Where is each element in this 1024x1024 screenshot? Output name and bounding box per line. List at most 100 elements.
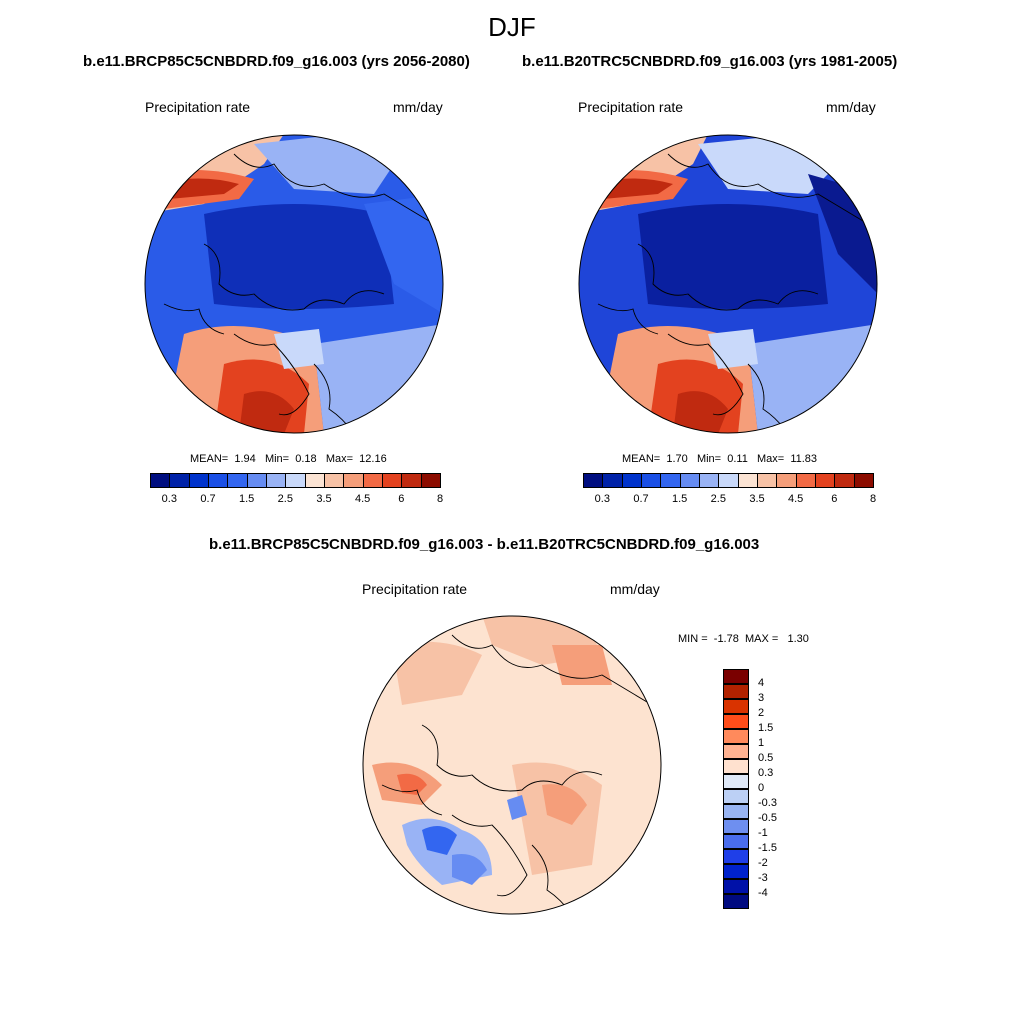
stat-max-value: 1.30 xyxy=(787,633,809,645)
colorbar-difference-cell xyxy=(723,834,749,849)
colorbar-future-cell xyxy=(266,473,287,488)
colorbar-historical-cell xyxy=(757,473,778,488)
map-difference-pacific-increase xyxy=(392,641,482,705)
map-difference-coastlines xyxy=(381,634,653,914)
map-historical-greenland-sea xyxy=(708,329,758,369)
stat-max-label: MAX = xyxy=(744,633,779,645)
map-future-siberia xyxy=(364,194,443,314)
colorbar-difference-tick-label: 0.5 xyxy=(758,752,774,764)
panel-historical-stats: MEAN= 1.70 Min= 0.11 Max= 11.83 xyxy=(622,453,817,465)
colorbar-difference-cell xyxy=(723,684,749,699)
colorbar-future-cell xyxy=(246,473,267,488)
colorbar-historical-tick-label: 2.5 xyxy=(710,493,726,505)
colorbar-historical-cell xyxy=(602,473,623,488)
stat-mean-value: 1.94 xyxy=(234,453,256,465)
map-difference-europe-peak xyxy=(542,784,587,825)
colorbar-difference-tick-label: -1 xyxy=(758,827,768,839)
colorbar-difference-cell xyxy=(723,714,749,729)
colorbar-future-cell xyxy=(343,473,364,488)
colorbar-difference-cell xyxy=(723,789,749,804)
colorbar-historical-cell xyxy=(583,473,604,488)
panel-future-stats: MEAN= 1.94 Min= 0.18 Max= 12.16 xyxy=(190,453,387,465)
stat-max-label: Max= xyxy=(325,453,354,465)
stat-min-value: 0.18 xyxy=(295,453,317,465)
colorbar-difference-tick-label: -2 xyxy=(758,857,768,869)
colorbar-future-cell xyxy=(324,473,345,488)
colorbar-historical-cell xyxy=(621,473,642,488)
colorbar-future-cell xyxy=(304,473,325,488)
colorbar-historical-cell xyxy=(737,473,758,488)
colorbar-difference-tick-label: -3 xyxy=(758,872,768,884)
stat-min-value: 0.11 xyxy=(727,453,748,465)
stat-mean-label: MEAN= xyxy=(190,453,229,465)
colorbar-difference-cell xyxy=(723,864,749,879)
colorbar-difference-cell xyxy=(723,879,749,894)
map-historical-atlantic-peak xyxy=(673,391,728,433)
stat-mean-value: 1.70 xyxy=(666,453,688,465)
colorbar-difference-cell xyxy=(723,894,749,909)
colorbar-historical-tick-label: 4.5 xyxy=(788,493,804,505)
colorbar-difference-cell xyxy=(723,849,749,864)
colorbar-difference-cell xyxy=(723,804,749,819)
panel-historical-variable: Precipitation rate xyxy=(578,99,684,115)
map-future xyxy=(144,134,444,434)
colorbar-future-cell xyxy=(382,473,403,488)
colorbar-difference-tick-label: -0.5 xyxy=(758,812,777,824)
colorbar-future-cell xyxy=(208,473,229,488)
colorbar-historical-tick-label: 1.5 xyxy=(672,493,688,505)
stat-max-value: 12.16 xyxy=(359,453,387,465)
colorbar-difference-tick-label: 1 xyxy=(758,737,765,749)
map-future-border xyxy=(144,134,444,434)
colorbar-future-tick-label: 0.7 xyxy=(200,493,216,505)
colorbar-historical-cell xyxy=(853,473,874,488)
panel-future-title: b.e11.BRCP85C5CNBDRD.f09_g16.003 (yrs 20… xyxy=(83,53,470,70)
map-future-greenland-sea xyxy=(274,329,324,369)
stat-max-label: Max= xyxy=(756,453,785,465)
colorbar-historical-tick-label: 8 xyxy=(869,493,877,505)
colorbar-future-tick-label: 0.3 xyxy=(161,493,177,505)
map-difference xyxy=(362,615,662,915)
panel-difference-variable: Precipitation rate xyxy=(362,581,468,597)
map-difference-canada-peak xyxy=(397,773,427,795)
stat-min-label: MIN = xyxy=(678,633,708,645)
colorbar-difference-tick-label: 1.5 xyxy=(758,722,774,734)
colorbar-difference-tick-label: 0 xyxy=(758,782,765,794)
colorbar-historical-tick-label: 0.3 xyxy=(594,493,610,505)
stat-min-label: Min= xyxy=(696,453,722,465)
figure-title: DJF xyxy=(488,12,536,42)
colorbar-difference-cell xyxy=(723,759,749,774)
colorbar-difference-cell xyxy=(723,729,749,744)
panel-difference-stats: MIN = -1.78 MAX = 1.30 xyxy=(678,633,809,645)
stat-mean-label: MEAN= xyxy=(622,453,661,465)
colorbar-historical-cell xyxy=(834,473,855,488)
map-historical-arctic-core xyxy=(638,204,828,309)
map-historical xyxy=(578,134,878,434)
colorbar-historical-tick-label: 6 xyxy=(831,493,838,505)
colorbar-future-cell xyxy=(401,473,422,488)
panel-historical-title: b.e11.B20TRC5CNBDRD.f09_g16.003 (yrs 198… xyxy=(522,53,898,70)
colorbar-difference-cell xyxy=(723,699,749,714)
colorbar-historical-tick-label: 0.7 xyxy=(633,493,649,505)
colorbar-future-tick-label: 3.5 xyxy=(316,493,332,505)
colorbar-difference-tick-label: -1.5 xyxy=(758,842,777,854)
colorbar-difference-tick-label: 4 xyxy=(758,677,765,689)
colorbar-historical-cell xyxy=(815,473,836,488)
colorbar-historical-cell xyxy=(699,473,720,488)
colorbar-future-tick-label: 8 xyxy=(436,493,444,505)
colorbar-historical-cell xyxy=(795,473,816,488)
panel-difference-units: mm/day xyxy=(610,581,660,597)
stat-max-value: 11.83 xyxy=(790,453,818,465)
map-difference-asia-peak xyxy=(552,645,612,685)
colorbar-difference-tick-label: -0.3 xyxy=(758,797,777,809)
colorbar-future-cell xyxy=(188,473,209,488)
map-difference-atlantic-min xyxy=(422,826,457,855)
colorbar-difference-cell xyxy=(723,819,749,834)
colorbar-difference-cell xyxy=(723,669,749,684)
map-difference-atlantic-low xyxy=(452,854,487,885)
colorbar-future-cell xyxy=(362,473,383,488)
colorbar-difference-tick-label: -4 xyxy=(758,887,768,899)
panel-future-variable: Precipitation rate xyxy=(145,99,251,115)
colorbar-future-tick-label: 1.5 xyxy=(239,493,255,505)
colorbar-difference-cell xyxy=(723,774,749,789)
colorbar-difference-tick-label: 3 xyxy=(758,692,765,704)
